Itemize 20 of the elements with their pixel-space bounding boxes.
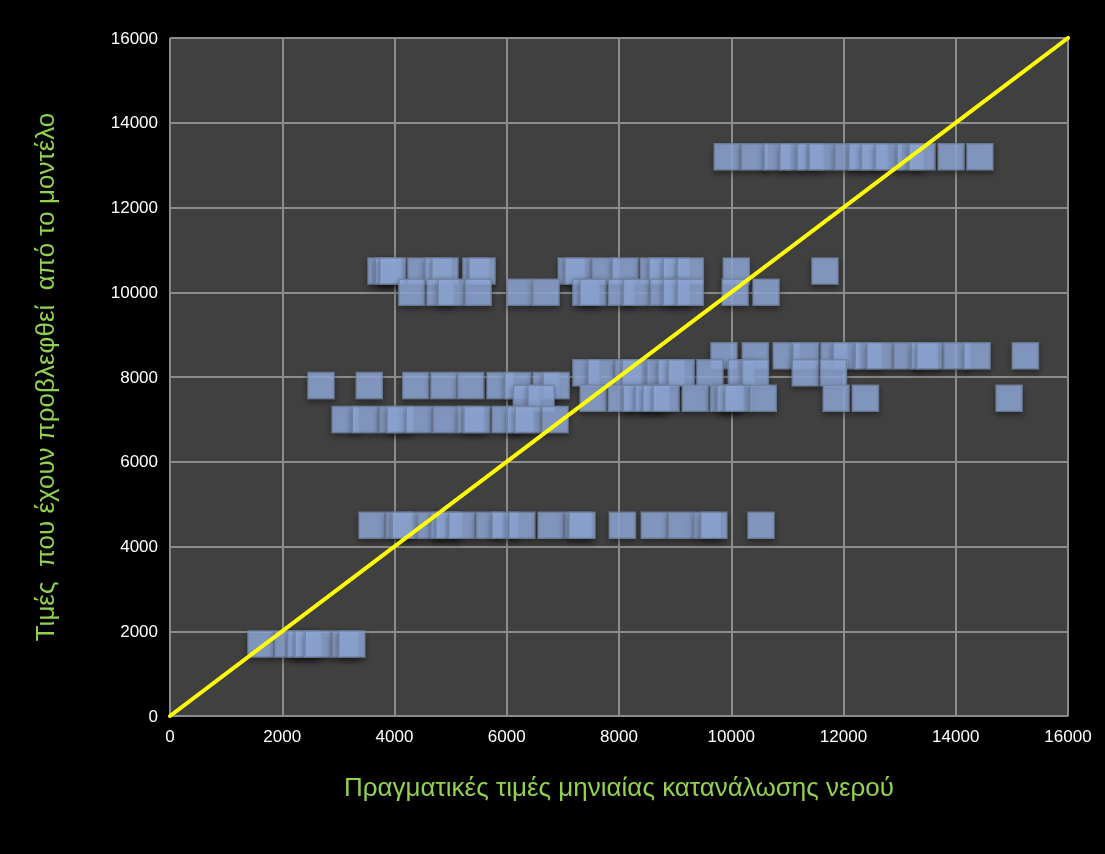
y-tick-label: 10000 [110, 282, 158, 302]
y-tick-label: 14000 [110, 113, 158, 133]
y-tick-label: 8000 [120, 367, 158, 387]
x-tick-label: 16000 [1044, 727, 1092, 746]
x-tick-label: 4000 [375, 727, 414, 746]
x-tick-label: 6000 [487, 727, 526, 746]
x-tick-label: 12000 [819, 727, 868, 746]
x-tick-label: 2000 [263, 727, 302, 746]
y-axis-title: Τιμές που έχουν προβλεφθεί από το μοντέλο [30, 112, 60, 642]
x-tick-label: 10000 [707, 727, 755, 746]
x-tick-label: 8000 [600, 727, 638, 746]
x-tick-label: 0 [165, 727, 175, 746]
y-tick-label: 6000 [120, 452, 158, 472]
y-tick-label: 2000 [120, 621, 158, 641]
y-tick-label: 0 [148, 706, 158, 726]
y-tick-label: 12000 [110, 198, 158, 217]
y-tick-label: 4000 [120, 537, 158, 556]
x-axis-title: Πραγματικές τιμές μηνιαίας κατανάλωσης νερού [343, 772, 895, 802]
y-tick-label: 16000 [110, 28, 158, 48]
x-tick-label: 14000 [932, 727, 980, 746]
